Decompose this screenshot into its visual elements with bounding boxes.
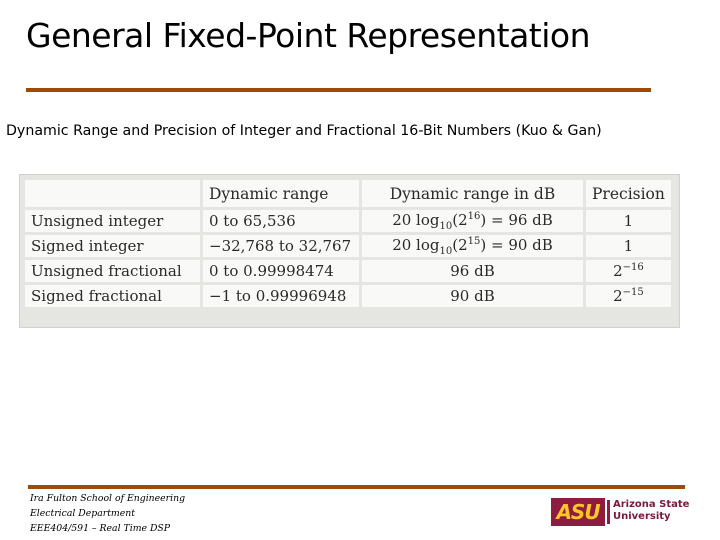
wordmark-line-2: University <box>613 511 671 522</box>
header-cell-empty <box>25 180 200 207</box>
precision-exponent: −15 <box>622 287 644 298</box>
precision-base: 1 <box>623 212 634 230</box>
footer-school: Ira Fulton School of Engineering <box>30 493 186 504</box>
table-row: Signed fractional −1 to 0.99996948 90 dB… <box>25 285 671 307</box>
wordmark-line-1: Arizona State <box>613 499 690 510</box>
precision-base: 2 <box>613 287 623 305</box>
row-range: 0 to 65,536 <box>203 210 359 232</box>
header-dynamic-range-db: Dynamic range in dB <box>362 180 583 207</box>
title-divider <box>26 88 651 92</box>
row-db: 20 log10(215) = 90 dB <box>362 235 583 257</box>
db-exponent: 15 <box>467 235 481 247</box>
db-open: (2 <box>452 210 468 229</box>
header-precision: Precision <box>586 180 671 207</box>
db-log-base: 10 <box>439 220 453 232</box>
db-pre: 20 log <box>392 235 440 254</box>
row-precision: 2−16 <box>586 260 671 282</box>
table-header-row: Dynamic range Dynamic range in dB Precis… <box>25 180 671 207</box>
footer-divider <box>28 485 685 489</box>
asu-logo-mark: ASU <box>551 498 605 526</box>
db-post: ) = 96 dB <box>480 210 553 229</box>
footer-department: Electrical Department <box>30 508 135 519</box>
row-precision: 1 <box>586 210 671 232</box>
precision-base: 2 <box>613 262 623 280</box>
row-precision: 1 <box>586 235 671 257</box>
table-caption: Dynamic Range and Precision of Integer a… <box>6 123 602 139</box>
row-precision: 2−15 <box>586 285 671 307</box>
row-db: 20 log10(216) = 96 dB <box>362 210 583 232</box>
footer-course: EEE404/591 – Real Time DSP <box>30 523 171 534</box>
header-dynamic-range: Dynamic range <box>203 180 359 207</box>
row-db: 96 dB <box>362 260 583 282</box>
db-exponent: 16 <box>467 210 481 222</box>
row-range: 0 to 0.99998474 <box>203 260 359 282</box>
range-precision-table: Dynamic range Dynamic range in dB Precis… <box>22 177 674 310</box>
row-type: Signed integer <box>25 235 200 257</box>
precision-exponent: −16 <box>622 262 644 273</box>
row-range: −32,768 to 32,767 <box>203 235 359 257</box>
table-row: Signed integer −32,768 to 32,767 20 log1… <box>25 235 671 257</box>
footer-info: Ira Fulton School of Engineering Electri… <box>30 491 185 536</box>
db-log-base: 10 <box>439 245 453 257</box>
asu-logo: ASU Arizona State University <box>551 498 689 528</box>
logo-divider <box>607 500 610 524</box>
db-post: ) = 90 dB <box>480 235 553 254</box>
row-type: Unsigned fractional <box>25 260 200 282</box>
slide-title: General Fixed-Point Representation <box>26 16 591 55</box>
db-open: (2 <box>452 235 468 254</box>
row-range: −1 to 0.99996948 <box>203 285 359 307</box>
precision-base: 1 <box>623 237 634 255</box>
row-type: Signed fractional <box>25 285 200 307</box>
table-row: Unsigned integer 0 to 65,536 20 log10(21… <box>25 210 671 232</box>
table-row: Unsigned fractional 0 to 0.99998474 96 d… <box>25 260 671 282</box>
row-db: 90 dB <box>362 285 583 307</box>
db-pre: 20 log <box>392 210 440 229</box>
row-type: Unsigned integer <box>25 210 200 232</box>
asu-wordmark: Arizona State University <box>613 499 689 523</box>
